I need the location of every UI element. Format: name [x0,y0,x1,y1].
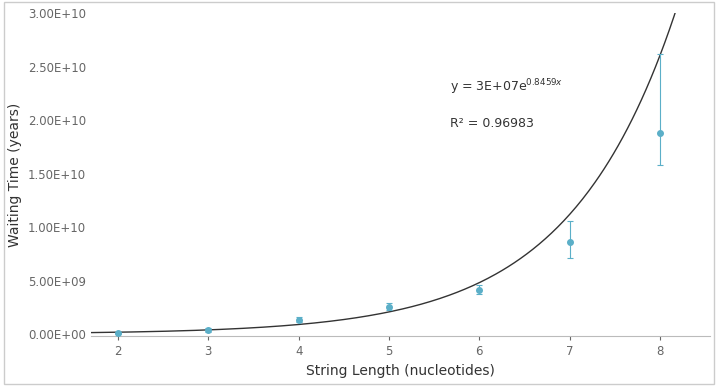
Y-axis label: Waiting Time (years): Waiting Time (years) [9,103,22,247]
Text: R² = 0.96983: R² = 0.96983 [449,117,533,130]
X-axis label: String Length (nucleotides): String Length (nucleotides) [306,364,495,378]
Text: y = 3E+07e$^{0.8459x}$: y = 3E+07e$^{0.8459x}$ [449,78,563,97]
